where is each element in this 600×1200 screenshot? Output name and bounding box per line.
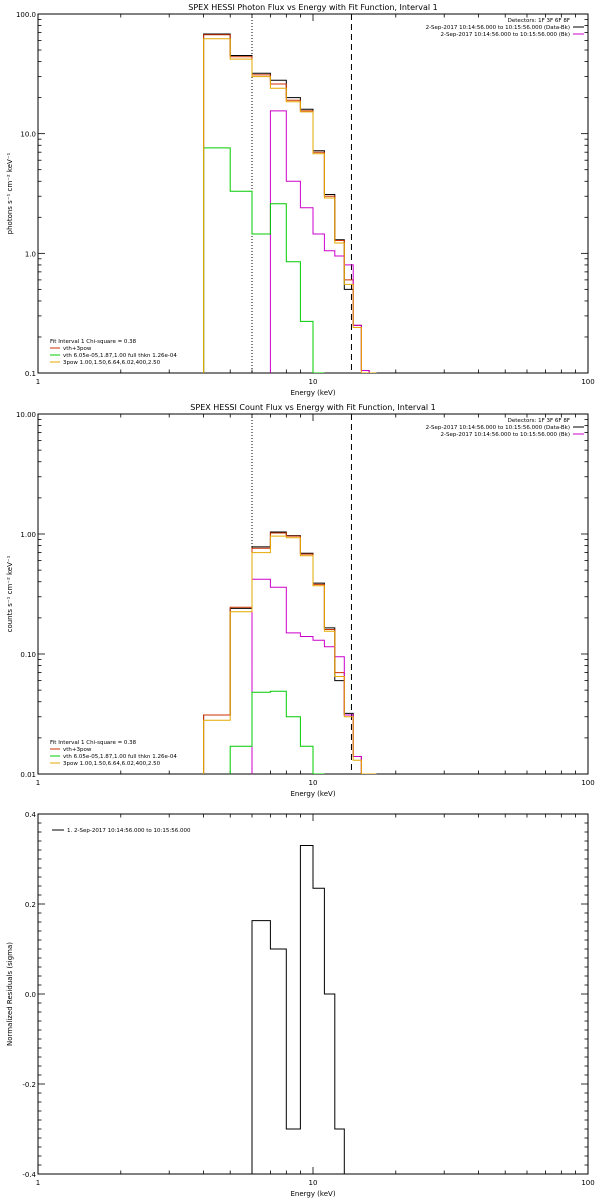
y-axis-label: Normalized Residuals (sigma) <box>6 942 14 1046</box>
x-axis-label: Energy (keV) <box>290 1190 335 1198</box>
x-axis-ticks <box>37 814 589 1174</box>
x-tick-label: 10 <box>309 378 318 386</box>
legend-top-entry: Detectors: 1F 3F 6F 8F <box>508 18 570 24</box>
legend-top-entry: 2-Sep-2017 10:14:56.000 to 10:15:56.000 … <box>426 425 570 431</box>
chart-panel-2: SPEX HESSI Count Flux vs Energy with Fit… <box>6 403 595 798</box>
series-total <box>203 535 377 774</box>
y-tick-label: 10.00 <box>16 411 36 419</box>
legend-entry: vth 6.05e-05,1.87,1.00 full thkn 1.26e-0… <box>63 353 177 359</box>
y-tick-label: 0.1 <box>25 370 36 378</box>
y-tick-label: 0.2 <box>25 901 36 909</box>
y-tick-label: 0.01 <box>20 771 36 779</box>
y-tick-label: 1.00 <box>20 531 36 539</box>
series-vth <box>251 578 377 774</box>
y-tick-label: 0.4 <box>25 811 37 819</box>
y-tick-label: -0.2 <box>22 1081 36 1089</box>
y-tick-label: 0.0 <box>25 991 36 999</box>
y-axis-ticks <box>38 19 588 374</box>
y-axis-label: counts s⁻¹ cm⁻² keV⁻¹ <box>6 555 14 632</box>
legend-entry: 3pow 1.00,1.50,6.64,6.02,400,2.50 <box>63 360 161 366</box>
y-axis-label: photons s⁻¹ cm⁻² keV⁻¹ <box>6 152 14 234</box>
y-tick-label: 100.0 <box>16 11 36 19</box>
legend-entry: 1. 2-Sep-2017 10:14:56.000 to 10:15:56.0… <box>67 828 191 834</box>
legend-top-entry: 2-Sep-2017 10:14:56.000 to 10:15:56.000 … <box>441 32 571 38</box>
x-tick-label: 10 <box>309 779 318 787</box>
y-tick-label: -0.4 <box>22 1171 36 1179</box>
x-tick-label: 100 <box>581 779 594 787</box>
y-axis-ticks <box>38 419 588 775</box>
y-tick-label: 0.10 <box>20 651 36 659</box>
y-tick-label: 1.0 <box>25 250 36 258</box>
series-3pow <box>203 147 325 373</box>
x-axis-label: Energy (keV) <box>290 389 335 397</box>
series-vth-3pow <box>203 34 377 373</box>
x-tick-label: 100 <box>581 1179 594 1187</box>
legend-top-entry: 2-Sep-2017 10:14:56.000 to 10:15:56.000 … <box>426 25 570 31</box>
series-residuals <box>251 845 345 1174</box>
fit-summary-text: Fit Interval 1 Chi-square = 0.38 <box>50 339 137 345</box>
legend-entry: vth+3pow <box>63 747 92 753</box>
y-axis-ticks <box>38 813 588 1175</box>
legend-entry: vth+3pow <box>63 346 92 352</box>
x-axis-ticks <box>37 14 589 373</box>
x-tick-label: 1 <box>36 779 40 787</box>
series-3pow <box>229 690 325 774</box>
fit-summary-text: Fit Interval 1 Chi-square = 0.38 <box>50 740 137 746</box>
legend-top-entry: Detectors: 1F 3F 6F 8F <box>508 418 570 424</box>
x-axis-ticks <box>37 414 589 774</box>
legend-top-entry: 2-Sep-2017 10:14:56.000 to 10:15:56.000 … <box>441 432 571 438</box>
x-tick-label: 10 <box>309 1179 318 1187</box>
chart-title: SPEX HESSI Count Flux vs Energy with Fit… <box>190 403 435 412</box>
x-tick-label: 1 <box>36 378 40 386</box>
series-vth-3pow <box>203 532 377 774</box>
series-data-bk <box>203 33 377 373</box>
chart-panel-1: SPEX HESSI Photon Flux vs Energy with Fi… <box>6 3 595 397</box>
chart-panel-3: 1 10 100 Energy (keV) -0.4 -0.2 0.0 0.2 0.4 Norma… <box>6 811 595 1198</box>
x-axis-label: Energy (keV) <box>290 790 335 798</box>
series-total <box>203 38 377 373</box>
plot-frame <box>37 413 589 775</box>
x-tick-label: 100 <box>581 378 594 386</box>
y-tick-label: 10.0 <box>20 131 36 139</box>
legend-entry: vth 6.05e-05,1.87,1.00 full thkn 1.26e-0… <box>63 754 177 760</box>
legend-entry: 3pow 1.00,1.50,6.64,6.02,400,2.50 <box>63 761 161 767</box>
x-tick-label: 1 <box>36 1179 40 1187</box>
chart-title: SPEX HESSI Photon Flux vs Energy with Fi… <box>188 3 438 12</box>
plot-frame <box>37 13 589 374</box>
series-data-bk <box>203 531 377 774</box>
